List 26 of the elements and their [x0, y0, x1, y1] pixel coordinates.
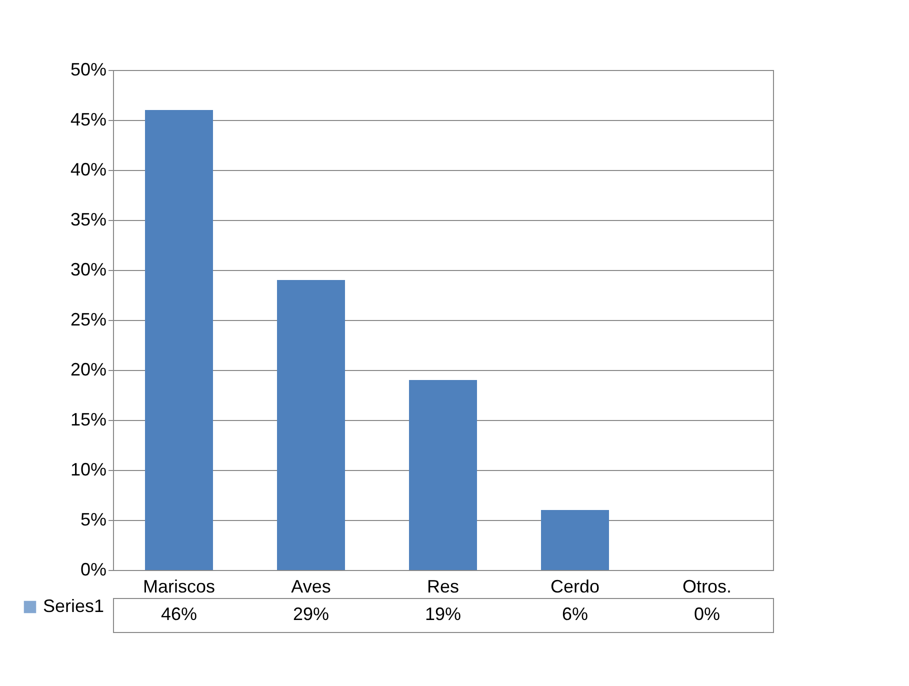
data-label: 29% — [292, 604, 330, 624]
data-label: 6% — [562, 604, 588, 624]
y-tick-label: 45% — [70, 110, 106, 130]
y-tick-label: 10% — [70, 460, 106, 480]
data-label: 0% — [694, 604, 720, 624]
y-tick-label: 15% — [70, 410, 106, 430]
y-tick-label: 0% — [80, 560, 106, 580]
bar — [541, 510, 609, 570]
x-tick-label: Otros. — [682, 576, 732, 596]
y-tick-label: 20% — [70, 360, 106, 380]
x-tick-label: Mariscos — [142, 576, 216, 596]
y-tick-label: 50% — [70, 60, 106, 80]
x-tick-label: Cerdo — [550, 576, 600, 596]
legend-label: Series1 — [43, 596, 104, 616]
data-label: 19% — [424, 604, 462, 624]
bar — [277, 280, 345, 570]
y-tick-label: 25% — [70, 310, 106, 330]
bar — [409, 380, 477, 570]
y-tick-label: 40% — [70, 160, 106, 180]
x-tick-label: Res — [426, 576, 460, 596]
y-tick-label: 35% — [70, 210, 106, 230]
x-tick-label: Aves — [291, 576, 331, 596]
y-tick-label: 5% — [80, 510, 106, 530]
bar — [145, 110, 213, 570]
data-label: 46% — [160, 604, 198, 624]
y-tick-label: 30% — [70, 260, 106, 280]
